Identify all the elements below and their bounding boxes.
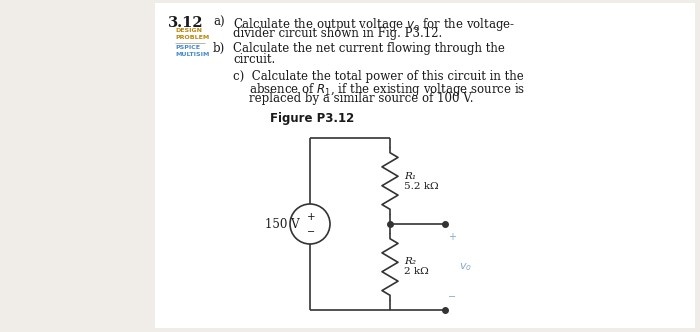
Text: Figure P3.12: Figure P3.12 <box>270 112 354 125</box>
Text: 3.12: 3.12 <box>168 16 204 30</box>
Text: a): a) <box>213 16 225 29</box>
Text: PROBLEM: PROBLEM <box>175 35 209 40</box>
Text: MULTISIM: MULTISIM <box>175 52 209 57</box>
Text: +: + <box>448 232 456 242</box>
Text: $v_o$: $v_o$ <box>459 261 472 273</box>
FancyBboxPatch shape <box>155 3 695 328</box>
Text: c)  Calculate the total power of this circuit in the: c) Calculate the total power of this cir… <box>233 70 524 83</box>
Text: 2 kΩ: 2 kΩ <box>404 268 428 277</box>
Text: replaced by a similar source of 100 V.: replaced by a similar source of 100 V. <box>249 92 473 105</box>
Text: b): b) <box>213 42 225 55</box>
Text: +: + <box>307 212 315 222</box>
Text: R₁: R₁ <box>404 172 416 181</box>
Text: divider circuit shown in Fig. P3.12.: divider circuit shown in Fig. P3.12. <box>233 27 442 40</box>
Text: R₂: R₂ <box>404 258 416 267</box>
Text: −: − <box>448 292 456 302</box>
Text: Calculate the output voltage $v_o$ for the voltage-: Calculate the output voltage $v_o$ for t… <box>233 16 515 33</box>
Text: Calculate the net current flowing through the: Calculate the net current flowing throug… <box>233 42 505 55</box>
Text: 5.2 kΩ: 5.2 kΩ <box>404 182 439 191</box>
Text: DESIGN: DESIGN <box>175 28 202 33</box>
Text: PSPICE: PSPICE <box>175 45 200 50</box>
Text: absence of $R_1$, if the existing voltage source is: absence of $R_1$, if the existing voltag… <box>249 81 525 98</box>
Text: circuit.: circuit. <box>233 53 275 66</box>
Text: 150 V: 150 V <box>265 217 300 230</box>
Text: −: − <box>307 227 315 237</box>
